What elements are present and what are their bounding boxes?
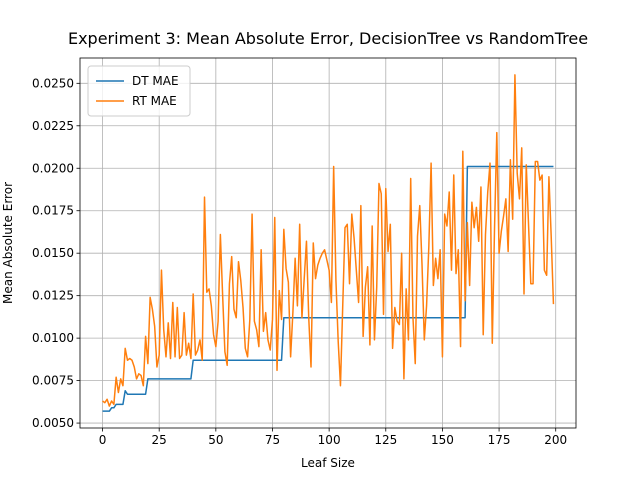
y-tick-label: 0.0100 [32, 331, 74, 345]
x-tick-label: 200 [544, 433, 567, 447]
y-tick-label: 0.0225 [32, 119, 74, 133]
x-tick-label: 75 [265, 433, 280, 447]
data-line [102, 74, 555, 407]
x-tick-label: 100 [318, 433, 341, 447]
y-tick-label: 0.0200 [32, 161, 74, 175]
x-tick-label: 150 [431, 433, 454, 447]
y-tick-label: 0.0050 [32, 416, 74, 430]
y-tick-label: 0.0075 [32, 374, 74, 388]
chart-title: Experiment 3: Mean Absolute Error, Decis… [68, 29, 588, 48]
x-tick-label: 175 [488, 433, 511, 447]
x-tick-label: 25 [152, 433, 167, 447]
y-tick-label: 0.0175 [32, 204, 74, 218]
x-tick-label: 125 [374, 433, 397, 447]
x-tick-label: 50 [208, 433, 223, 447]
y-tick-label: 0.0250 [32, 76, 74, 90]
legend-box [87, 65, 191, 117]
legend: DT MAE RT MAE [87, 65, 191, 117]
y-tick-label: 0.0150 [32, 246, 74, 260]
plot-frame [79, 57, 577, 429]
x-axis-label: Leaf Size [301, 456, 355, 470]
legend-label: DT MAE [132, 74, 179, 88]
x-tick-label: 0 [99, 433, 107, 447]
legend-label: RT MAE [132, 94, 177, 108]
y-axis-label: Mean Absolute Error [1, 182, 15, 304]
data-line [102, 165, 554, 412]
y-tick-label: 0.0125 [32, 289, 74, 303]
